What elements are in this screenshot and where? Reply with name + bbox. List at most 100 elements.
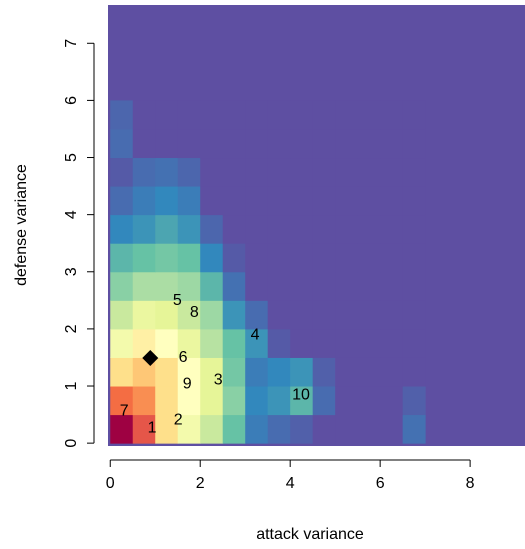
density-cell	[380, 271, 404, 301]
density-cell	[177, 386, 201, 416]
density-cell	[312, 386, 336, 416]
density-cell	[110, 328, 134, 358]
y-tick-label: 2	[63, 324, 80, 333]
density-cell	[177, 357, 201, 387]
diamond-marker	[142, 350, 159, 367]
density-cell	[380, 243, 404, 273]
density-cell	[335, 214, 359, 244]
density-cell	[267, 157, 291, 187]
density-cell	[380, 128, 404, 159]
density-cell	[200, 128, 224, 159]
density-cell	[200, 243, 224, 273]
density-cell	[155, 186, 179, 216]
density-cell	[222, 271, 246, 301]
point-label: 7	[120, 402, 129, 419]
density-cell	[357, 100, 381, 130]
density-cell	[402, 157, 426, 187]
density-cell	[155, 100, 179, 130]
density-cell	[245, 214, 269, 244]
density-cell	[402, 414, 426, 444]
density-cell	[402, 386, 426, 416]
density-cell	[200, 186, 224, 216]
density-cell	[357, 186, 381, 216]
density-cell	[357, 357, 381, 387]
density-cell	[335, 414, 359, 444]
density-cell	[222, 357, 246, 387]
density-cell	[290, 328, 314, 358]
density-cell	[402, 128, 426, 159]
point-label: 3	[214, 372, 223, 389]
density-cell	[245, 328, 269, 358]
density-cell	[155, 300, 179, 330]
density-cell	[132, 100, 156, 130]
density-cell	[312, 357, 336, 387]
point-label: 9	[183, 376, 192, 393]
density-cell	[357, 243, 381, 273]
density-cell	[290, 157, 314, 187]
point-label: 8	[190, 304, 199, 321]
density-cell	[290, 186, 314, 216]
density-cell	[380, 214, 404, 244]
y-tick-label: 5	[63, 153, 80, 162]
point-label: 2	[174, 412, 183, 429]
density-cell	[155, 243, 179, 273]
density-cell	[312, 414, 336, 444]
density-cell	[245, 157, 269, 187]
density-cell	[177, 300, 201, 330]
x-tick-label: 4	[286, 475, 295, 492]
density-cell	[402, 214, 426, 244]
density-cell	[177, 128, 201, 159]
density-cell	[402, 271, 426, 301]
density-cell	[357, 214, 381, 244]
density-cell	[200, 386, 224, 416]
density-cell	[312, 128, 336, 159]
density-cell	[402, 300, 426, 330]
density-cell	[357, 328, 381, 358]
density-cell	[110, 128, 134, 159]
point-label: 4	[251, 326, 260, 343]
density-cell	[312, 186, 336, 216]
density-cell	[312, 328, 336, 358]
density-cell	[380, 100, 404, 130]
density-cell	[267, 100, 291, 130]
density-cell	[155, 357, 179, 387]
y-tick-label: 3	[63, 267, 80, 276]
density-cell	[245, 300, 269, 330]
density-cell	[110, 357, 134, 387]
density-cell	[132, 386, 156, 416]
density-cell	[110, 386, 134, 416]
y-tick-label: 1	[63, 381, 80, 390]
density-cell	[290, 300, 314, 330]
density-cell	[110, 300, 134, 330]
density-cell	[222, 300, 246, 330]
density-cell	[267, 414, 291, 444]
density-cell	[402, 357, 426, 387]
density-cell	[267, 328, 291, 358]
density-cell	[335, 157, 359, 187]
density-cell	[222, 243, 246, 273]
density-cell	[290, 414, 314, 444]
density-cell	[177, 157, 201, 187]
density-cell	[402, 100, 426, 130]
density-cell	[132, 214, 156, 244]
density-cell	[155, 328, 179, 358]
density-cell	[290, 214, 314, 244]
density-cell	[222, 186, 246, 216]
density-cell	[177, 328, 201, 358]
density-cell	[155, 386, 179, 416]
density-cell	[357, 271, 381, 301]
density-cell	[222, 414, 246, 444]
density-cell	[177, 214, 201, 244]
x-tick-label: 2	[196, 475, 205, 492]
density-cell	[357, 300, 381, 330]
density-cell	[290, 357, 314, 387]
density-cell	[267, 357, 291, 387]
density-cell	[312, 157, 336, 187]
density-cell	[267, 300, 291, 330]
density-cell	[200, 214, 224, 244]
density-cell	[177, 186, 201, 216]
y-axis-label: defense variance	[13, 164, 30, 286]
y-tick-label: 6	[63, 96, 80, 105]
density-cell	[245, 100, 269, 130]
density-cell	[245, 386, 269, 416]
